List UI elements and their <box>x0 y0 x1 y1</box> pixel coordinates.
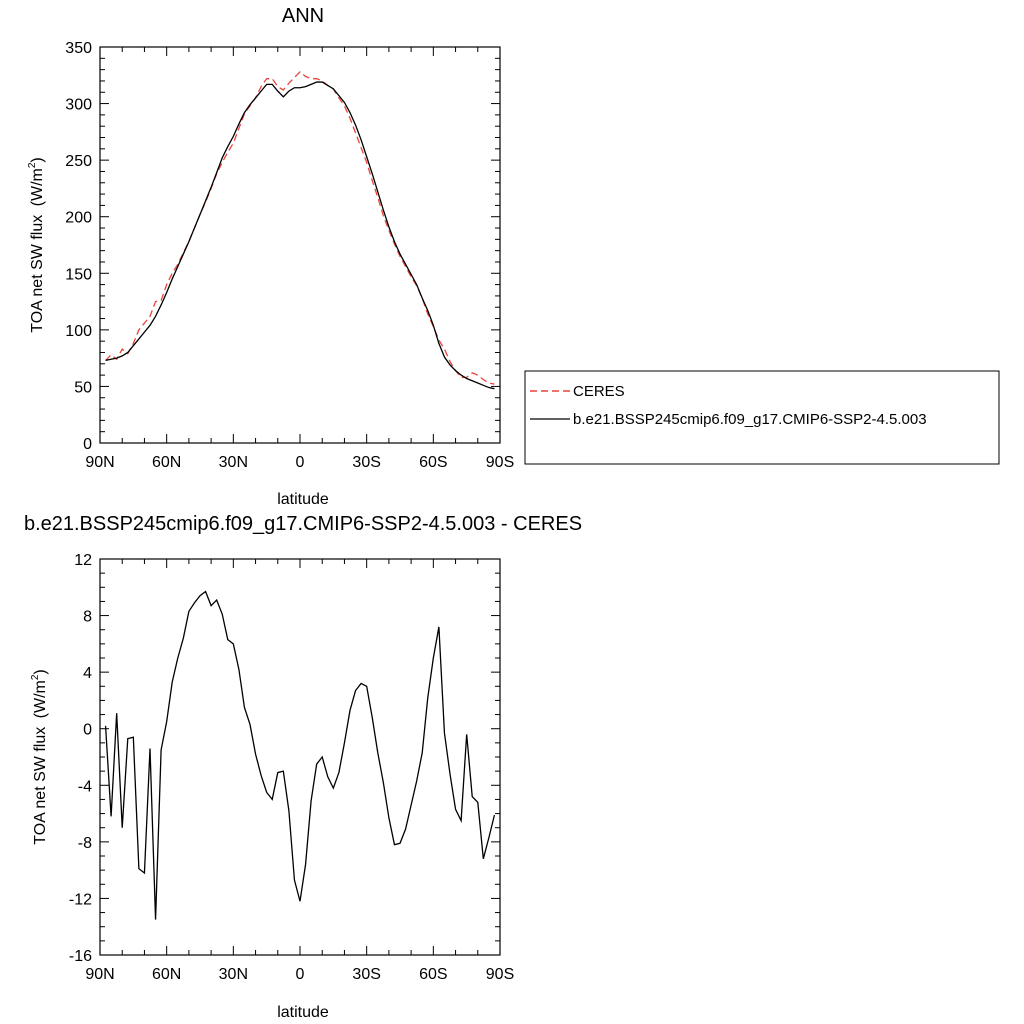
bottom-chart-y-tick-label: 8 <box>83 609 92 626</box>
top-chart-y-tick-label: 100 <box>65 323 92 340</box>
top-chart-x-tick-label: 60S <box>419 454 447 471</box>
bottom-chart-ticks: -16 -12 -8 -4 0 4 8 12 90N 60N 30N 0 30S 60S 90S <box>69 552 514 983</box>
bottom-chart-y-tick-label: 0 <box>83 722 92 739</box>
legend-label-ceres: CERES <box>573 383 625 400</box>
bottom-chart-x-axis-label: latitude <box>277 1004 329 1021</box>
bottom-chart-y-axis-label: TOA net SW flux (W/m2) <box>30 669 49 845</box>
bottom-chart-y-tick-label: -16 <box>69 948 92 965</box>
bottom-chart-x-tick-label: 90N <box>85 966 114 983</box>
top-chart-y-tick-label: 50 <box>74 379 92 396</box>
top-chart-legend: CERES b.e21.BSSP245cmip6.f09_g17.CMIP6-S… <box>524 370 1000 465</box>
top-chart-x-tick-label: 0 <box>296 454 305 471</box>
bottom-chart: b.e21.BSSP245cmip6.f09_g17.CMIP6-SSP2-4.… <box>24 513 582 1021</box>
top-chart-x-tick-label: 30N <box>219 454 248 471</box>
bottom-chart-x-tick-label: 0 <box>296 966 305 983</box>
bottom-chart-x-tick-label: 30S <box>352 966 380 983</box>
bottom-chart-y-axis-label-unit-sup: 2 <box>30 674 41 680</box>
bottom-chart-y-tick-label: -8 <box>78 835 92 852</box>
bottom-chart-y-tick-label: 4 <box>83 665 92 682</box>
top-chart-y-axis-label-main: TOA net SW flux <box>29 215 46 333</box>
top-chart-x-tick-label: 60N <box>152 454 181 471</box>
top-chart-series-model-line <box>105 81 495 390</box>
top-chart-title: ANN <box>282 5 324 27</box>
top-chart-series-ceres-line <box>105 71 495 385</box>
top-chart: ANN 0 50 100 150 200 250 300 350 90N 60N 30N 0 30S 60… <box>27 5 1000 508</box>
bottom-chart-title: b.e21.BSSP245cmip6.f09_g17.CMIP6-SSP2-4.… <box>24 513 582 535</box>
bottom-chart-series-difference-line <box>104 590 496 920</box>
bottom-chart-y-tick-label: 12 <box>74 552 92 569</box>
top-chart-y-tick-label: 350 <box>65 40 92 57</box>
bottom-chart-series-group <box>104 590 496 920</box>
top-chart-frame <box>99 46 501 444</box>
top-chart-x-tick-label: 90N <box>85 454 114 471</box>
top-chart-y-tick-label: 300 <box>65 97 92 114</box>
top-chart-y-axis-label-unit: (W/m <box>29 168 46 206</box>
bottom-chart-y-axis-label-main: TOA net SW flux <box>32 727 49 845</box>
bottom-chart-x-tick-label: 60S <box>419 966 447 983</box>
top-chart-y-tick-label: 150 <box>65 266 92 283</box>
top-chart-y-tick-label: 0 <box>83 436 92 453</box>
bottom-chart-x-tick-label: 60N <box>152 966 181 983</box>
legend-label-model: b.e21.BSSP245cmip6.f09_g17.CMIP6-SSP2-4.… <box>573 411 927 428</box>
top-chart-x-axis-label: latitude <box>277 491 329 508</box>
bottom-chart-y-axis-label-unit: (W/m <box>32 680 49 718</box>
bottom-chart-y-tick-label: -4 <box>78 778 92 795</box>
bottom-chart-frame <box>99 558 501 956</box>
top-chart-y-axis-label: TOA net SW flux (W/m2) <box>27 157 46 333</box>
bottom-chart-y-axis-label-unit-end: ) <box>32 669 49 674</box>
top-chart-ticks: 0 50 100 150 200 250 300 350 90N 60N 30N 0 30S 60S 90S <box>65 40 514 471</box>
bottom-chart-y-tick-label: -12 <box>69 891 92 908</box>
top-chart-y-tick-label: 250 <box>65 153 92 170</box>
top-chart-y-axis-label-unit-sup: 2 <box>27 162 38 168</box>
top-chart-y-axis-label-unit-end: ) <box>29 157 46 162</box>
top-chart-y-tick-label: 200 <box>65 210 92 227</box>
bottom-chart-x-tick-label: 90S <box>486 966 514 983</box>
top-chart-series-group <box>105 71 495 390</box>
bottom-chart-x-tick-label: 30N <box>219 966 248 983</box>
top-chart-x-tick-label: 30S <box>352 454 380 471</box>
top-chart-x-tick-label: 90S <box>486 454 514 471</box>
legend-box <box>524 370 1000 465</box>
